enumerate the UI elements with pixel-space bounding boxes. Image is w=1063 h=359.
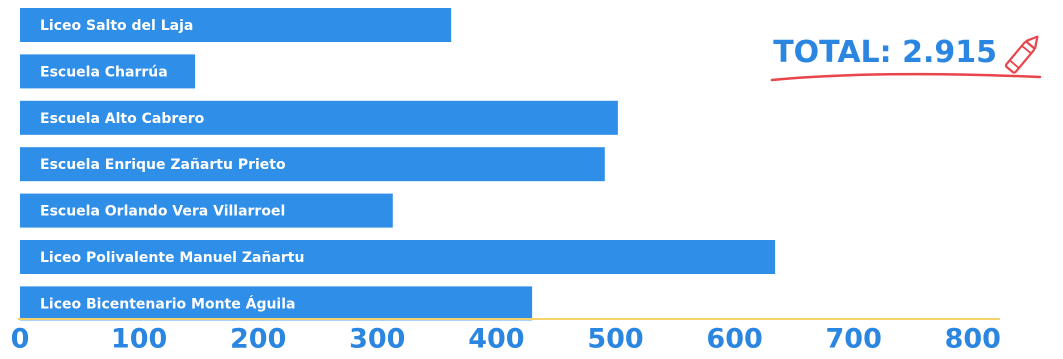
bar-label: Escuela Alto Cabrero — [40, 111, 205, 127]
bar — [20, 54, 196, 89]
x-axis-ticks: 0 100 200 300 400 500 600 700 800 — [11, 324, 1001, 355]
x-tick-label: 200 — [230, 324, 286, 355]
x-tick-label: 500 — [587, 324, 643, 355]
x-tick-label: 600 — [706, 324, 762, 355]
bar — [20, 100, 618, 135]
bar-label: Liceo Polivalente Manuel Zañartu — [40, 250, 304, 266]
total-label: TOTAL: 2.915 — [773, 35, 997, 70]
pencil-icon — [1004, 35, 1039, 74]
x-tick-label: 300 — [349, 324, 405, 355]
bar — [20, 193, 393, 228]
x-tick-label: 700 — [826, 324, 882, 355]
bar-label: Escuela Charrúa — [40, 64, 168, 80]
bar — [20, 286, 533, 321]
x-tick-label: 0 — [11, 324, 30, 355]
total-callout: TOTAL: 2.915 — [770, 35, 1042, 82]
bars-layer: Liceo Salto del Laja Escuela Charrúa Escue… — [20, 8, 776, 321]
total-underline — [770, 72, 1042, 82]
bar-label: Escuela Orlando Vera Villarroel — [40, 204, 285, 220]
bar — [20, 147, 605, 182]
bar-label: Liceo Bicentenario Monte Águila — [40, 295, 295, 312]
x-tick-label: 800 — [945, 324, 1001, 355]
bar-label: Liceo Salto del Laja — [40, 18, 193, 34]
bar — [20, 240, 776, 274]
bar-label: Escuela Enrique Zañartu Prieto — [40, 157, 286, 173]
x-tick-label: 400 — [468, 324, 524, 355]
bar — [20, 8, 452, 42]
x-tick-label: 100 — [111, 324, 167, 355]
